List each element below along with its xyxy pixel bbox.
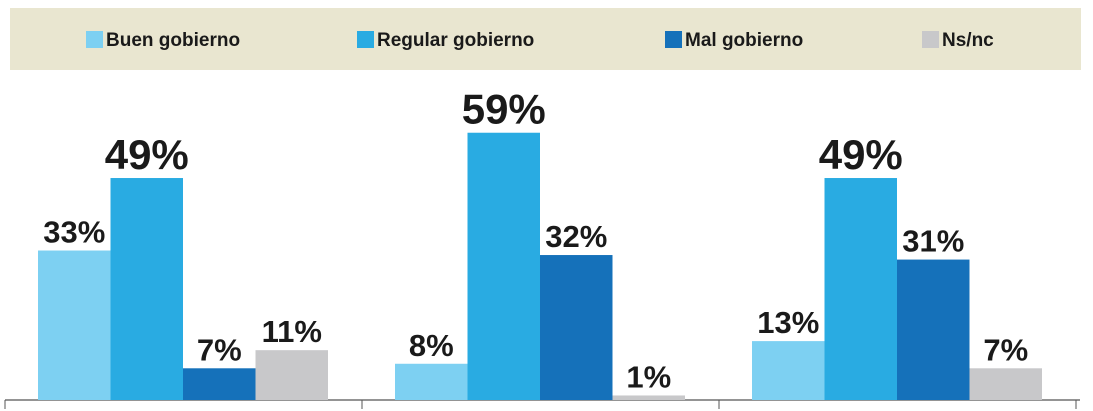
value-label: 32%: [545, 219, 607, 254]
bar: [540, 255, 613, 400]
legend-label: Regular gobierno: [377, 30, 534, 51]
bar: [824, 178, 897, 400]
legend-label: Mal gobierno: [685, 30, 803, 51]
legend-swatch: [665, 31, 682, 48]
legend-swatch: [357, 31, 374, 48]
value-label: 33%: [43, 215, 105, 250]
value-label: 49%: [819, 131, 903, 178]
bar: [395, 363, 468, 400]
value-label: 8%: [409, 328, 454, 363]
value-label: 11%: [262, 314, 322, 349]
value-label: 49%: [105, 131, 189, 178]
legend-band: [10, 8, 1081, 70]
legend-swatch: [922, 31, 939, 48]
legend-label: Buen gobierno: [106, 30, 240, 51]
value-label: 1%: [626, 359, 671, 394]
legend-label: Ns/nc: [942, 30, 994, 51]
bar: [467, 132, 540, 401]
bar: [752, 341, 825, 400]
bar: [255, 350, 328, 400]
bar: [38, 250, 111, 400]
bar: [110, 178, 183, 400]
value-label: 31%: [902, 224, 964, 259]
bar: [969, 368, 1042, 400]
bar: [897, 259, 970, 400]
value-label: 59%: [462, 86, 546, 133]
legend-swatch: [86, 31, 103, 48]
value-label: 7%: [197, 332, 242, 367]
value-label: 7%: [983, 332, 1028, 367]
bar: [612, 395, 685, 400]
value-label: 13%: [757, 305, 819, 340]
bar: [183, 368, 256, 400]
